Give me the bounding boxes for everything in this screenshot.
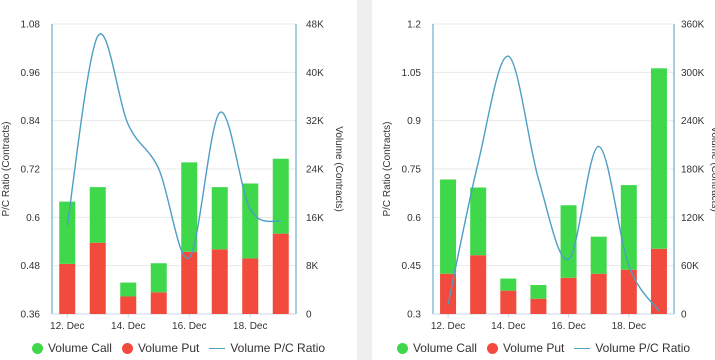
bar-call	[242, 183, 259, 259]
bar-call	[470, 187, 487, 256]
bar-call	[211, 187, 228, 250]
x-tick-label: 14. Dec	[111, 321, 145, 332]
chart-panel-left: 1.08 48K 0.96 40K 0.84 32K 0.72 24K 0.6 16K 0.48 8K…	[0, 0, 357, 360]
x-tick-label: 12. Dec	[431, 321, 465, 332]
bar-put	[181, 251, 198, 314]
y-right-tick-label: 16K	[306, 213, 324, 224]
y-left-tick-label: 0.96	[21, 68, 41, 79]
bar-put	[620, 269, 637, 314]
bar-put	[242, 258, 259, 314]
legend-call-marker	[396, 342, 408, 354]
legend-ratio[interactable]: Volume P/C Ratio	[209, 341, 325, 355]
y-right-tick-label: 120K	[681, 213, 705, 224]
bar-put	[470, 255, 487, 314]
bar-put	[59, 263, 76, 314]
y-left-tick-label: 0.6	[26, 213, 40, 224]
bar-put	[120, 296, 137, 314]
bar-call	[181, 162, 198, 252]
chart-panel-right: 1.2 360K 1.05 300K 0.9 240K 0.75 180K 0.6 120K 0.4…	[372, 0, 715, 360]
y-right-tick-label: 360K	[681, 20, 705, 31]
panel-divider	[357, 0, 372, 360]
y-left-tick-label: 0.72	[21, 165, 41, 176]
y-left-tick-label: 0.3	[407, 310, 421, 321]
y-right-tick-label: 0	[681, 310, 687, 321]
legend-call-marker	[31, 342, 43, 354]
y-left-tick-label: 0.6	[407, 213, 421, 224]
y-right-tick-label: 240K	[681, 116, 705, 127]
legend-put-label: Volume Put	[502, 341, 565, 355]
y-left-tick-label: 1.05	[402, 68, 422, 79]
legend-ratio-marker	[574, 347, 591, 349]
legend-left: Volume Call Volume Put Volume P/C Ratio	[0, 338, 357, 358]
y-right-tick-label: 24K	[306, 165, 324, 176]
bar-call	[500, 278, 517, 291]
y-left-tick-label: 1.08	[21, 20, 41, 31]
bar-put	[500, 290, 517, 314]
y-left-axis-title: P/C Ratio (Contracts)	[382, 121, 393, 216]
bar-call	[89, 187, 106, 243]
bar-call	[272, 158, 289, 234]
x-tick-label: 12. Dec	[50, 321, 84, 332]
bar-call	[560, 205, 577, 278]
bar-call	[59, 201, 76, 264]
bar-call	[530, 285, 547, 299]
x-tick-label: 16. Dec	[172, 321, 206, 332]
chart-right: 1.2 360K 1.05 300K 0.9 240K 0.75 180K 0.6 120K 0.4…	[382, 20, 715, 333]
y-right-tick-label: 180K	[681, 165, 705, 176]
y-right-tick-label: 32K	[306, 116, 324, 127]
ratio-line	[447, 55, 660, 312]
y-left-tick-label: 0.36	[21, 310, 41, 321]
x-tick-label: 18. Dec	[233, 321, 267, 332]
y-right-tick-label: 8K	[306, 261, 319, 272]
bar-call	[620, 185, 637, 270]
bar-put	[530, 298, 547, 314]
legend-put[interactable]: Volume Put	[121, 341, 200, 355]
y-left-tick-label: 0.48	[21, 261, 41, 272]
legend-ratio[interactable]: Volume P/C Ratio	[574, 341, 690, 355]
y-right-tick-label: 300K	[681, 68, 705, 79]
legend-ratio-label: Volume P/C Ratio	[595, 341, 691, 355]
bar-call	[120, 282, 137, 297]
y-right-tick-label: 48K	[306, 20, 324, 31]
legend-call-label: Volume Call	[47, 341, 112, 355]
legend-call[interactable]: Volume Call	[31, 341, 112, 355]
legend-call-label: Volume Call	[412, 341, 477, 355]
y-right-axis-title: Volume (Contracts)	[709, 126, 715, 212]
bar-put	[89, 242, 106, 314]
y-left-tick-label: 0.9	[407, 116, 421, 127]
y-right-tick-label: 60K	[681, 261, 699, 272]
legend-right: Volume Call Volume Put Volume P/C Ratio	[372, 338, 715, 358]
legend-ratio-label: Volume P/C Ratio	[230, 341, 326, 355]
y-left-axis-title: P/C Ratio (Contracts)	[1, 121, 12, 216]
x-tick-label: 18. Dec	[612, 321, 646, 332]
y-left-tick-label: 0.75	[402, 165, 422, 176]
y-left-tick-label: 0.84	[21, 116, 41, 127]
bar-put	[590, 273, 607, 314]
bar-put	[150, 292, 167, 314]
legend-put-label: Volume Put	[137, 341, 200, 355]
y-right-axis-title: Volume (Contracts)	[333, 126, 344, 212]
ratio-line	[66, 33, 282, 259]
bar-call	[650, 68, 667, 249]
legend-call[interactable]: Volume Call	[396, 341, 477, 355]
legend-put[interactable]: Volume Put	[486, 341, 565, 355]
bar-call	[440, 179, 457, 274]
bar-put	[211, 249, 228, 314]
bar-call	[150, 263, 167, 293]
legend-ratio-marker	[209, 347, 226, 349]
bar-put	[650, 248, 667, 314]
legend-put-marker	[121, 342, 133, 354]
y-right-tick-label: 0	[306, 310, 312, 321]
y-right-tick-label: 40K	[306, 68, 324, 79]
y-left-tick-label: 1.2	[407, 20, 421, 31]
bar-call	[590, 236, 607, 274]
x-tick-label: 14. Dec	[491, 321, 525, 332]
bar-put	[272, 233, 289, 314]
chart-left: 1.08 48K 0.96 40K 0.84 32K 0.72 24K 0.6 16K 0.48 8K…	[1, 20, 344, 333]
bar-put	[560, 277, 577, 314]
x-tick-label: 16. Dec	[551, 321, 585, 332]
y-left-tick-label: 0.45	[402, 261, 422, 272]
legend-put-marker	[486, 342, 498, 354]
